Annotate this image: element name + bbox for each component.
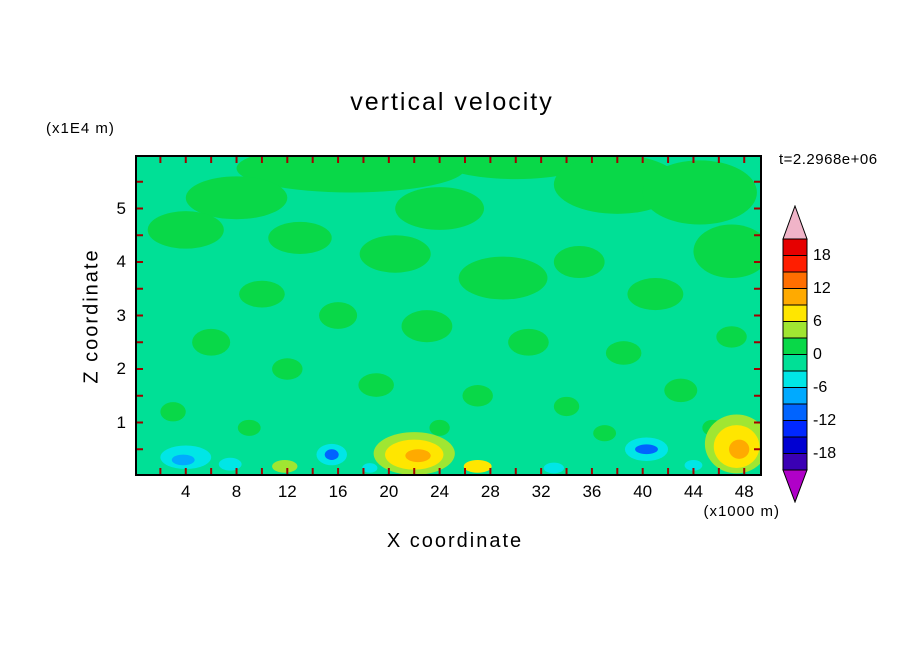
colorbar-label: 6	[813, 312, 822, 330]
contour-feature	[239, 280, 285, 308]
contour-feature	[458, 256, 548, 300]
y-tick-label: 4	[116, 252, 126, 271]
colorbar-segment	[782, 304, 808, 322]
contour-feature	[319, 302, 358, 329]
contour-feature	[237, 419, 261, 436]
contour-feature	[684, 459, 703, 471]
contour-feature	[324, 449, 339, 460]
x-tick-label: 32	[531, 482, 551, 501]
contour-feature	[463, 459, 492, 473]
x-axis-units-label: (x1000 m)	[703, 503, 780, 520]
colorbar-label: -12	[813, 411, 837, 429]
colorbar-segment	[782, 238, 808, 256]
x-tick-label: 12	[277, 482, 297, 501]
contour-feature	[635, 444, 658, 455]
colorbar-label: 0	[813, 345, 822, 363]
contour-feature	[405, 449, 431, 463]
y-tick-label: 5	[116, 198, 126, 218]
colorbar-segment	[782, 271, 808, 289]
contour-feature	[362, 463, 378, 473]
contour-feature	[171, 454, 195, 466]
y-tick-label: 2	[116, 359, 126, 378]
colorbar-segment	[782, 436, 808, 454]
colorbar-label: 12	[813, 279, 831, 297]
x-tick-label: 28	[480, 482, 500, 501]
y-tick-label: 1	[116, 412, 126, 432]
colorbar	[782, 204, 808, 504]
colorbar-segment	[782, 403, 808, 421]
contour-feature	[359, 235, 431, 273]
colorbar-segment	[782, 354, 808, 372]
contour-feature	[401, 310, 453, 343]
colorbar-segment	[782, 288, 808, 306]
contour-feature	[642, 160, 757, 225]
contour-field-svg	[135, 141, 770, 476]
x-tick-label: 8	[231, 482, 242, 501]
y-axis-title: Z coordinate	[80, 248, 103, 384]
contour-feature	[693, 224, 770, 279]
contour-feature	[553, 396, 580, 417]
contour-feature	[185, 176, 288, 220]
contour-feature	[664, 378, 698, 403]
colorbar-segment	[782, 321, 808, 339]
contour-feature	[358, 373, 394, 397]
contour-plot-area	[135, 141, 770, 476]
colorbar-label: 18	[813, 246, 831, 264]
contour-feature	[147, 211, 224, 249]
colorbar-segment	[782, 337, 808, 355]
colorbar-bottom-arrow	[782, 469, 808, 504]
colorbar-label: -18	[813, 444, 837, 462]
colorbar-segment	[782, 420, 808, 438]
colorbar-segment	[782, 370, 808, 388]
y-tick-label: 3	[116, 305, 126, 325]
contour-feature	[716, 326, 747, 348]
colorbar-segment	[782, 387, 808, 405]
x-tick-label: 4	[181, 482, 191, 501]
contour-feature	[729, 439, 750, 459]
chart-title: vertical velocity	[350, 88, 554, 116]
x-tick-label: 20	[379, 482, 399, 501]
x-tick-label: 24	[430, 482, 450, 501]
contour-feature	[160, 402, 186, 422]
contour-feature	[627, 278, 684, 311]
contour-feature	[508, 328, 549, 356]
plot-frame	[135, 155, 762, 476]
colorbar-segment	[782, 255, 808, 273]
time-annotation: t=2.2968e+06	[779, 151, 878, 168]
x-axis-title: X coordinate	[386, 530, 524, 552]
colorbar-segment	[782, 453, 808, 471]
contour-feature	[272, 358, 303, 380]
contour-feature	[543, 462, 564, 474]
y-axis-units-label: (x1E4 m)	[46, 120, 115, 137]
contour-feature	[553, 245, 605, 279]
contour-feature	[462, 385, 493, 407]
x-tick-label: 44	[683, 482, 703, 501]
x-tick-label: 36	[582, 482, 602, 501]
contour-feature	[429, 419, 450, 436]
x-tick-label: 40	[633, 482, 653, 501]
contour-feature	[268, 221, 332, 254]
contour-feature	[605, 341, 642, 365]
colorbar-svg	[782, 204, 808, 504]
x-tick-label: 16	[328, 482, 348, 501]
contour-feature	[272, 459, 298, 473]
colorbar-top-arrow	[782, 204, 808, 240]
contour-feature	[218, 457, 242, 471]
x-tick-label: 48	[734, 482, 754, 501]
contour-feature	[395, 187, 485, 230]
colorbar-label: -6	[813, 378, 828, 396]
contour-feature	[593, 425, 617, 442]
contour-feature	[192, 328, 231, 356]
